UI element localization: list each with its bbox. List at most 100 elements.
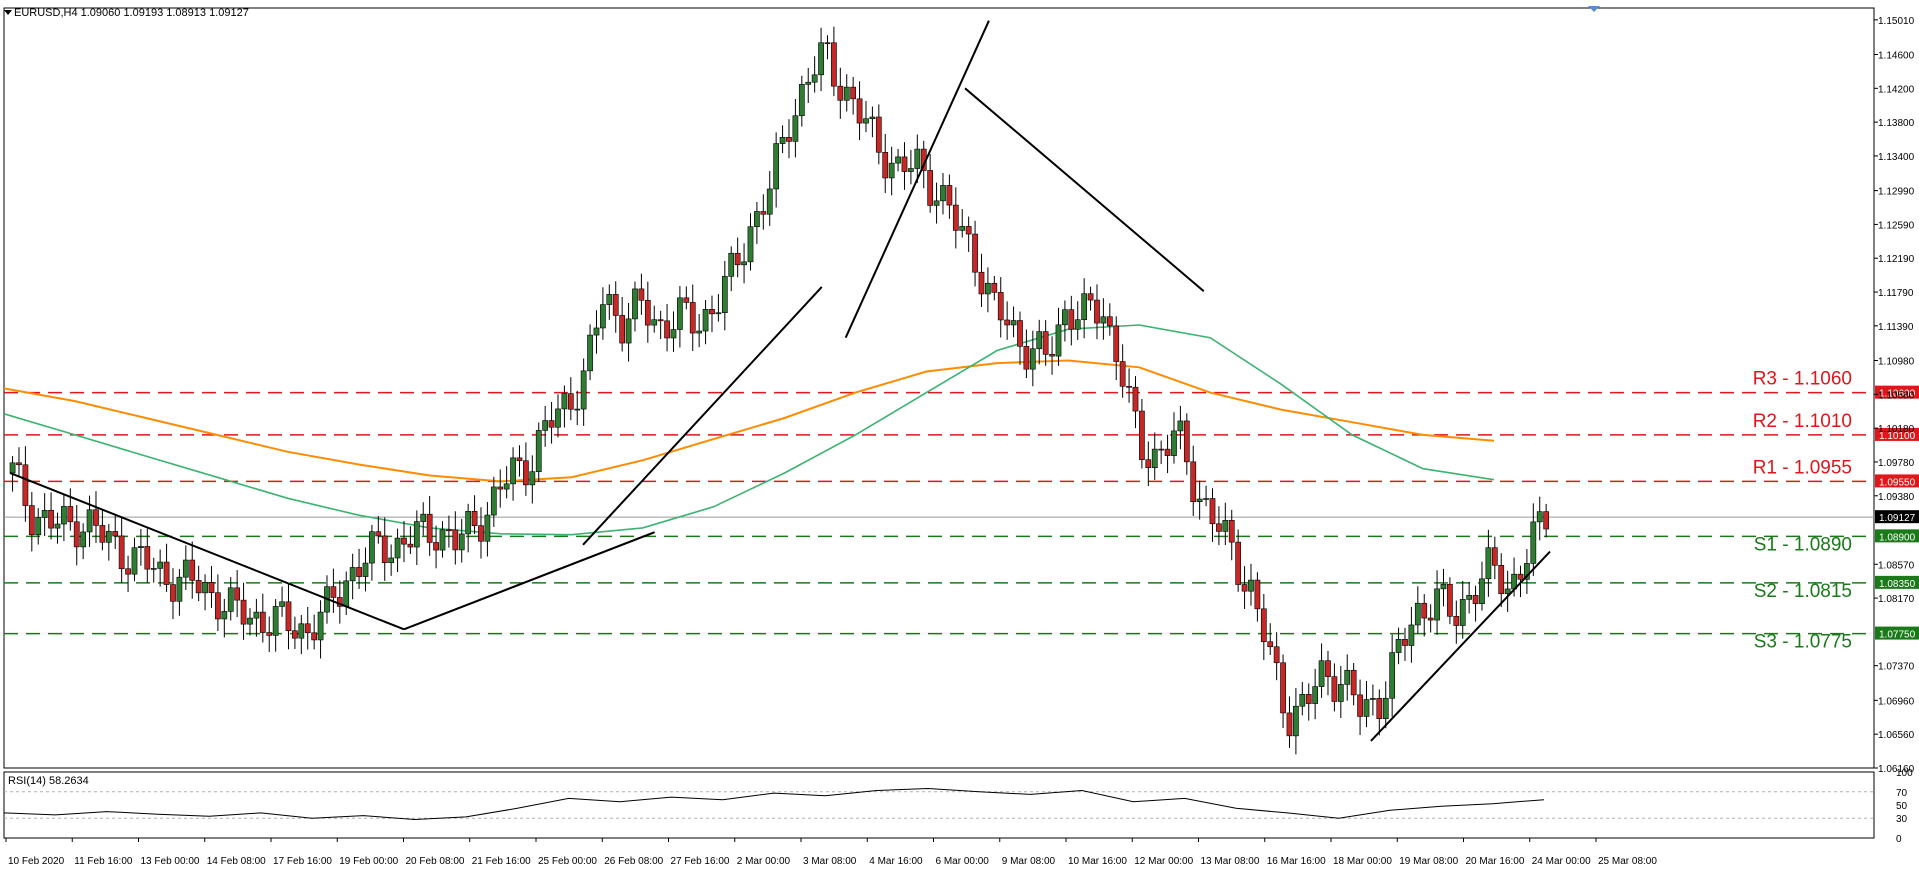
candle-body xyxy=(786,137,792,142)
candle-body xyxy=(490,486,497,516)
candle-body xyxy=(612,294,619,316)
current-price-tag-text: 1.09127 xyxy=(1879,513,1916,524)
candle-body xyxy=(1042,331,1049,355)
candle-body xyxy=(1344,669,1351,685)
candle-body xyxy=(677,297,683,330)
price-axis-label: 1.14200 xyxy=(1878,84,1915,95)
candle-body xyxy=(1074,319,1081,330)
candle-body xyxy=(657,319,664,322)
price-axis-label: 1.11790 xyxy=(1878,288,1914,299)
candle-body xyxy=(965,226,972,235)
candle-body xyxy=(458,533,465,551)
time-axis-label: 9 Mar 08:00 xyxy=(1002,856,1056,867)
candle-body xyxy=(1145,459,1152,468)
candle-body xyxy=(362,562,369,577)
candle-body xyxy=(298,623,305,639)
candle-body xyxy=(824,42,831,45)
candle-body xyxy=(73,521,80,548)
candle-body xyxy=(112,531,119,537)
candle-body xyxy=(1260,608,1267,643)
time-axis-label: 10 Feb 2020 xyxy=(8,856,65,867)
candle-body xyxy=(1337,684,1344,702)
candle-body xyxy=(991,282,998,293)
candle-body xyxy=(433,542,439,551)
price-axis-label: 1.12990 xyxy=(1878,187,1915,198)
candle-body xyxy=(1524,563,1530,580)
level-tag-resistance xyxy=(1875,385,1919,399)
candle-body xyxy=(279,601,285,607)
candle-body xyxy=(189,559,196,581)
trendline[interactable] xyxy=(403,531,656,631)
level-label-resistance: R2 - 1.1010 xyxy=(1753,411,1852,432)
candle-body xyxy=(689,302,696,334)
price-axis-label: 1.15010 xyxy=(1878,16,1915,27)
candle-body xyxy=(535,430,542,473)
time-axis-label: 14 Feb 08:00 xyxy=(207,856,266,867)
rsi-pane-frame xyxy=(3,771,1875,839)
candle-body xyxy=(709,309,715,315)
candle-body xyxy=(202,582,208,594)
candle-body xyxy=(1485,547,1492,580)
time-axis-label: 3 Mar 08:00 xyxy=(803,856,857,867)
candle-body xyxy=(1389,652,1396,699)
candle-body xyxy=(1004,319,1011,326)
candle-body xyxy=(304,623,311,634)
candle-body xyxy=(1536,511,1543,523)
candle-body xyxy=(721,276,728,314)
candle-body xyxy=(1350,669,1357,696)
price-axis-label: 1.06160 xyxy=(1878,764,1915,775)
trendline[interactable] xyxy=(582,286,823,546)
candle-body xyxy=(997,292,1004,321)
time-axis-label: 17 Feb 16:00 xyxy=(273,856,332,867)
candle-body xyxy=(1395,639,1402,653)
candle-body xyxy=(1241,584,1248,592)
candle-body xyxy=(1177,420,1184,432)
candle-body xyxy=(170,584,176,602)
candle-body xyxy=(1062,309,1068,326)
candle-body xyxy=(131,547,138,575)
candle-body xyxy=(446,529,452,532)
candle-body xyxy=(439,529,446,551)
trendline[interactable] xyxy=(9,472,405,631)
candle-body xyxy=(1466,595,1473,600)
candle-body xyxy=(1119,361,1126,387)
candle-body xyxy=(1325,660,1331,677)
candle-body xyxy=(247,617,253,625)
candle-body xyxy=(311,632,318,641)
candle-body xyxy=(805,81,812,85)
candle-body xyxy=(317,611,324,641)
candle-body xyxy=(811,74,818,83)
price-axis-label: 1.12190 xyxy=(1878,254,1915,265)
level-label-support: S2 - 1.0815 xyxy=(1754,581,1852,602)
candle-body xyxy=(118,535,125,570)
level-tag-support xyxy=(1875,575,1919,589)
candle-body xyxy=(452,529,459,551)
price-axis-label: 1.06960 xyxy=(1878,696,1915,707)
candle-body xyxy=(1209,498,1216,525)
time-axis-label: 25 Feb 00:00 xyxy=(538,856,597,867)
candle-body xyxy=(484,514,491,542)
trendline[interactable] xyxy=(844,20,990,339)
candle-body xyxy=(1459,599,1466,626)
candle-body xyxy=(1312,686,1319,704)
candle-body xyxy=(125,568,131,575)
candle-body xyxy=(1517,573,1524,580)
candle-body xyxy=(285,601,292,632)
candle-body xyxy=(895,156,901,164)
candle-body xyxy=(48,510,54,529)
candle-body xyxy=(1183,420,1190,463)
candle-body xyxy=(959,226,966,231)
trendline[interactable] xyxy=(964,87,1205,292)
scroll-marker-icon[interactable] xyxy=(1588,6,1600,12)
trendline[interactable] xyxy=(1370,550,1551,742)
candle-body xyxy=(901,156,908,172)
candle-body xyxy=(888,162,895,179)
dropdown-triangle-icon[interactable] xyxy=(4,10,12,15)
candle-body xyxy=(792,115,799,142)
candle-body xyxy=(831,42,837,87)
price-axis-label: 1.06560 xyxy=(1878,730,1915,741)
candle-body xyxy=(215,592,221,620)
candle-body xyxy=(567,393,574,410)
